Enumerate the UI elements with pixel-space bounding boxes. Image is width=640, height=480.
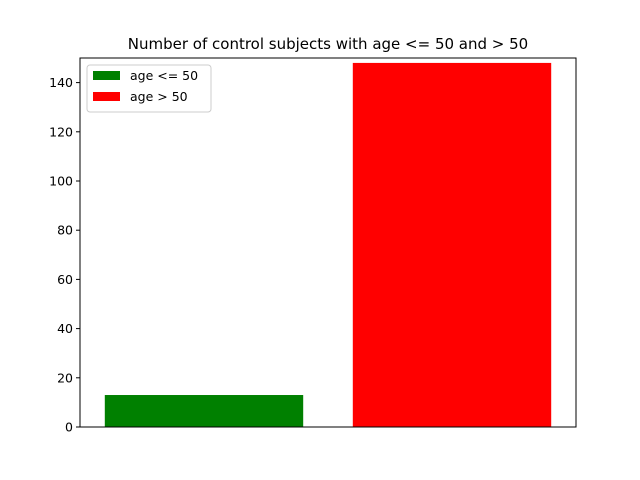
y-tick-label: 140 [49,75,73,90]
legend-items: age <= 50 age > 50 [93,68,198,104]
legend-swatch [93,71,120,80]
plot-frame [79,57,577,428]
chart-title: Number of control subjects with age <= 5… [128,35,528,53]
y-tick-label: 0 [65,420,73,435]
legend-label: age > 50 [130,89,188,104]
bars-layer [104,62,552,428]
bar-0 [104,395,304,427]
y-tick-label: 20 [57,370,73,385]
bar-1 [352,62,552,428]
y-tick-label: 100 [49,174,73,189]
y-tick-label: 40 [57,321,73,336]
legend-swatch [93,92,120,101]
legend-label: age <= 50 [130,68,198,83]
legend: age <= 50 age > 50 [86,64,212,113]
y-tick-label: 80 [57,223,73,238]
y-tick-label: 120 [49,124,73,139]
y-tick-label: 60 [57,272,73,287]
y-axis: 0 20 40 60 80 100 120 140 [49,75,80,435]
